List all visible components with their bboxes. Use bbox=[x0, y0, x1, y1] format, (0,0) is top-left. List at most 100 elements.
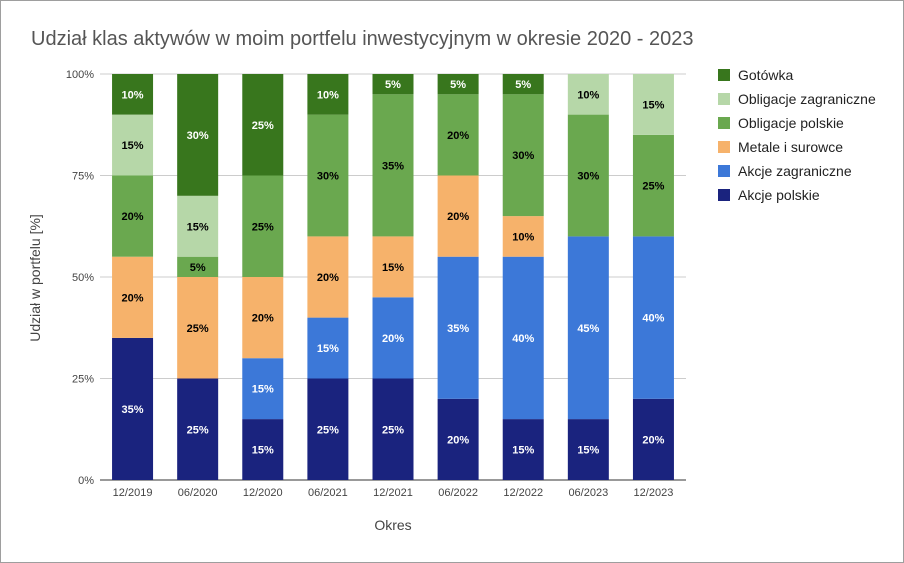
legend-swatch bbox=[718, 141, 730, 153]
data-label: 10% bbox=[512, 231, 534, 243]
data-label: 40% bbox=[512, 333, 534, 345]
bar-segment bbox=[372, 74, 414, 95]
data-label: 30% bbox=[577, 171, 599, 183]
bar-segment bbox=[307, 236, 349, 318]
bar-segment bbox=[242, 175, 284, 277]
data-label: 15% bbox=[642, 99, 664, 111]
bar-segment bbox=[632, 236, 674, 399]
data-label: 5% bbox=[450, 79, 466, 91]
bar-segment bbox=[307, 74, 349, 115]
data-label: 15% bbox=[252, 445, 274, 457]
y-tick-label: 100% bbox=[66, 69, 94, 81]
bar-segment bbox=[372, 94, 414, 237]
data-label: 20% bbox=[447, 130, 469, 142]
data-label: 20% bbox=[447, 434, 469, 446]
data-label: 35% bbox=[447, 323, 469, 335]
bar-segment bbox=[177, 195, 219, 257]
bar-segment bbox=[242, 358, 284, 420]
bar-segment bbox=[372, 236, 414, 298]
data-label: 20% bbox=[317, 272, 339, 284]
data-label: 25% bbox=[252, 120, 274, 132]
data-label: 35% bbox=[382, 160, 404, 172]
bar-segment bbox=[437, 94, 479, 176]
data-label: 20% bbox=[447, 211, 469, 223]
legend-swatch bbox=[718, 117, 730, 129]
bar-segment bbox=[242, 277, 284, 359]
x-tick-label: 12/2019 bbox=[113, 487, 153, 499]
bar-segment bbox=[437, 74, 479, 95]
bar-segment bbox=[112, 256, 154, 338]
bar-segment bbox=[112, 175, 154, 257]
bar-segment bbox=[242, 419, 284, 480]
bar-segment bbox=[112, 337, 154, 480]
bar-segment bbox=[567, 236, 609, 420]
legend: Gotówka Obligacje zagraniczne Obligacje po… bbox=[718, 67, 876, 203]
bar-segment bbox=[502, 419, 544, 480]
data-label: 15% bbox=[252, 384, 274, 396]
bar-segment bbox=[567, 114, 609, 237]
x-tick-label: 12/2021 bbox=[373, 487, 413, 499]
bar-segment bbox=[567, 419, 609, 480]
y-tick-label: 0% bbox=[78, 475, 94, 487]
legend-swatch bbox=[718, 69, 730, 81]
y-tick-label: 25% bbox=[72, 374, 94, 386]
data-label: 20% bbox=[642, 434, 664, 446]
data-label: 15% bbox=[577, 445, 599, 457]
bar-segment bbox=[112, 114, 154, 176]
data-label: 25% bbox=[317, 424, 339, 436]
bar-segment bbox=[437, 256, 479, 399]
x-tick-label: 12/2022 bbox=[503, 487, 543, 499]
bars: 35% 20% 20% 15% 10% 25% 25% 5% 15% 30% 15% 15% 20% 25… bbox=[112, 74, 674, 480]
bar-segment bbox=[307, 317, 349, 379]
data-label: 25% bbox=[252, 221, 274, 233]
x-tick-label: 06/2021 bbox=[308, 487, 348, 499]
y-axis-label: Udział w portfelu [%] bbox=[27, 214, 43, 342]
bar-segment bbox=[567, 74, 609, 115]
y-tick-label: 50% bbox=[72, 272, 94, 284]
bar-segment bbox=[177, 378, 219, 480]
legend-label: Metale i surowce bbox=[738, 139, 843, 155]
legend-swatch bbox=[718, 189, 730, 201]
bar-segment bbox=[502, 216, 544, 257]
data-label: 10% bbox=[317, 89, 339, 101]
bar-segment bbox=[632, 398, 674, 480]
bar-segment bbox=[372, 378, 414, 480]
bar-segment bbox=[242, 74, 284, 176]
data-label: 25% bbox=[187, 323, 209, 335]
legend-swatch bbox=[718, 93, 730, 105]
data-label: 30% bbox=[187, 130, 209, 142]
x-axis-ticks: 12/2019 06/2020 12/2020 06/2021 12/2021 06/20… bbox=[113, 487, 674, 499]
data-label: 35% bbox=[122, 404, 144, 416]
x-tick-label: 06/2020 bbox=[178, 487, 218, 499]
y-axis-ticks: 0% 25% 50% 75% 100% bbox=[66, 69, 94, 487]
bar-segment bbox=[437, 398, 479, 480]
bar-segment bbox=[112, 74, 154, 115]
data-label: 10% bbox=[577, 89, 599, 101]
bar-segment bbox=[177, 74, 219, 196]
data-label: 15% bbox=[382, 262, 404, 274]
x-tick-label: 12/2023 bbox=[634, 487, 674, 499]
chart-title: Udział klas aktywów w moim portfelu inwe… bbox=[31, 28, 694, 50]
data-label: 20% bbox=[252, 313, 274, 325]
bar-segment bbox=[437, 175, 479, 257]
bar-segment bbox=[372, 297, 414, 379]
data-label: 5% bbox=[515, 79, 531, 91]
data-label: 40% bbox=[642, 313, 664, 325]
bar-segment bbox=[632, 74, 674, 135]
bar-segment bbox=[177, 256, 219, 277]
x-axis-label: Okres bbox=[374, 517, 411, 533]
legend-swatch bbox=[718, 165, 730, 177]
data-label: 15% bbox=[317, 343, 339, 355]
data-label: 20% bbox=[122, 211, 144, 223]
legend-label: Gotówka bbox=[738, 67, 793, 83]
legend-label: Akcje polskie bbox=[738, 187, 820, 203]
y-tick-label: 75% bbox=[72, 171, 94, 183]
data-label: 25% bbox=[187, 424, 209, 436]
data-label: 30% bbox=[512, 150, 534, 162]
data-label: 5% bbox=[385, 79, 401, 91]
data-label: 15% bbox=[512, 445, 534, 457]
bar-segment bbox=[502, 94, 544, 217]
data-label: 20% bbox=[382, 333, 404, 345]
bar-segment bbox=[502, 74, 544, 95]
